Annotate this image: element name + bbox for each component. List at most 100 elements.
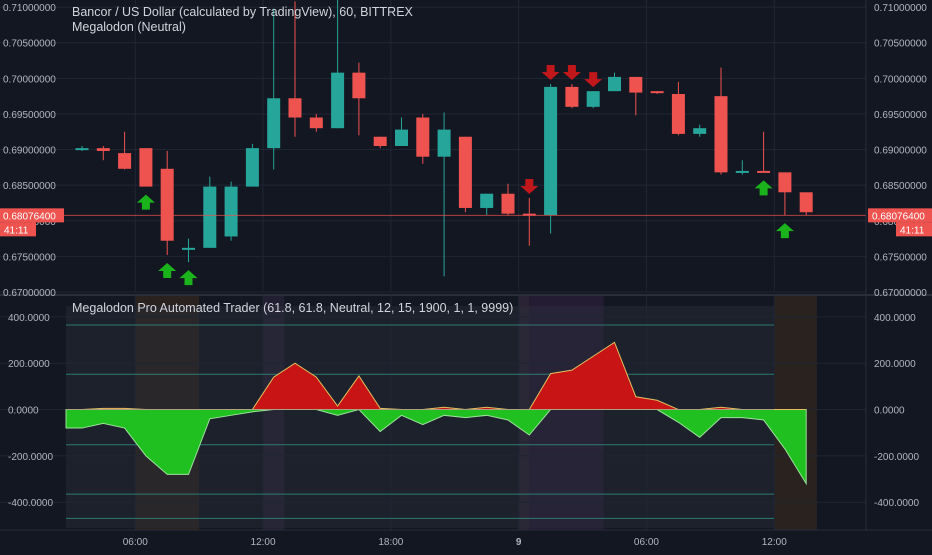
candles bbox=[75, 0, 813, 277]
sell-arrow-icon bbox=[562, 65, 581, 81]
osc-tick-label: -200.0000 bbox=[8, 452, 53, 463]
candle-body bbox=[118, 153, 132, 169]
sell-arrow-icon bbox=[541, 65, 560, 81]
candle-body bbox=[629, 76, 643, 93]
price-tick-label: 0.69000000 bbox=[3, 146, 56, 157]
candle-body bbox=[160, 168, 174, 241]
price-axis-left[interactable]: 0.71000000 0.70500000 0.70000000 0.69500000… bbox=[3, 3, 56, 299]
chart-subtitle: Megalodon (Neutral) bbox=[72, 20, 186, 34]
osc-tick-label: -200.0000 bbox=[874, 452, 919, 463]
time-tick-label: 18:00 bbox=[378, 537, 403, 548]
price-tick-label: 0.69500000 bbox=[3, 110, 56, 121]
candle-body bbox=[650, 91, 664, 94]
last-price-label-right: 0.68076400 41:11 bbox=[868, 208, 932, 237]
osc-tick-label: 400.0000 bbox=[874, 313, 916, 324]
osc-green-area bbox=[65, 408, 807, 486]
candle-body bbox=[735, 170, 749, 173]
sell-arrow-icon bbox=[520, 178, 539, 194]
candle-body bbox=[245, 148, 259, 187]
candle-body bbox=[96, 148, 110, 151]
candle-body bbox=[224, 186, 238, 237]
osc-axis-right[interactable]: 400.0000 200.0000 0.0000 -200.0000 -400.0000 bbox=[874, 313, 919, 509]
price-grid bbox=[0, 0, 866, 293]
sell-arrow-icon bbox=[584, 72, 603, 88]
candle-body bbox=[331, 72, 345, 129]
indicator-title: Megalodon Pro Automated Trader (61.8, 61… bbox=[72, 301, 513, 315]
candle-body bbox=[544, 86, 558, 216]
last-price-label-left: 0.68076400 41:11 bbox=[0, 208, 64, 237]
price-tick-label: 0.67500000 bbox=[874, 252, 927, 263]
candle-body bbox=[352, 72, 366, 99]
candle-body bbox=[608, 76, 621, 92]
price-tick-label: 0.71000000 bbox=[3, 3, 56, 14]
candle-body bbox=[182, 247, 195, 250]
candle-body bbox=[309, 117, 323, 129]
buy-arrow-icon bbox=[136, 194, 155, 210]
osc-tick-label: 200.0000 bbox=[874, 359, 916, 370]
price-tick-label: 0.70000000 bbox=[3, 74, 56, 85]
time-tick-label: 9 bbox=[516, 537, 522, 548]
time-tick-label: 12:00 bbox=[762, 537, 787, 548]
signal-arrows bbox=[136, 65, 794, 286]
indicator-pane[interactable] bbox=[0, 296, 866, 530]
osc-axis-left[interactable]: 400.0000 200.0000 0.0000 -200.0000 -400.0000 bbox=[8, 313, 53, 509]
countdown-text-right: 41:11 bbox=[900, 225, 925, 236]
osc-tick-label: 200.0000 bbox=[8, 359, 50, 370]
candle-body bbox=[288, 98, 302, 118]
price-tick-label: 0.70000000 bbox=[874, 74, 927, 85]
last-price-text-right: 0.68076400 bbox=[872, 211, 925, 222]
countdown-text-left: 41:11 bbox=[4, 225, 29, 236]
candle-body bbox=[522, 213, 536, 216]
chart-title: Bancor / US Dollar (calculated by Tradin… bbox=[72, 5, 414, 19]
candle-body bbox=[501, 193, 515, 214]
price-pane[interactable] bbox=[0, 0, 866, 293]
osc-areas bbox=[65, 341, 807, 486]
price-tick-label: 0.67000000 bbox=[874, 288, 927, 299]
time-tick-label: 06:00 bbox=[123, 537, 148, 548]
candle-body bbox=[693, 128, 707, 134]
price-tick-label: 0.70500000 bbox=[874, 39, 927, 50]
candle-body bbox=[799, 192, 813, 213]
candle-body bbox=[671, 94, 685, 134]
candle-body bbox=[778, 172, 792, 193]
price-tick-label: 0.69500000 bbox=[874, 110, 927, 121]
time-tick-label: 06:00 bbox=[634, 537, 659, 548]
candle-body bbox=[203, 186, 217, 248]
price-tick-label: 0.67500000 bbox=[3, 252, 56, 263]
candle-body bbox=[416, 117, 430, 157]
osc-tick-label: 0.0000 bbox=[874, 406, 905, 417]
time-tick-label: 12:00 bbox=[251, 537, 276, 548]
candle-body bbox=[75, 148, 89, 151]
price-tick-label: 0.70500000 bbox=[3, 39, 56, 50]
buy-arrow-icon bbox=[754, 180, 773, 196]
buy-arrow-icon bbox=[179, 270, 198, 286]
osc-tick-label: 400.0000 bbox=[8, 313, 50, 324]
candle-body bbox=[437, 129, 451, 157]
candle-body bbox=[139, 148, 153, 187]
price-tick-label: 0.68500000 bbox=[3, 181, 56, 192]
candle-body bbox=[586, 91, 600, 107]
buy-arrow-icon bbox=[775, 223, 794, 239]
price-tick-label: 0.67000000 bbox=[3, 288, 56, 299]
candle-body bbox=[565, 86, 579, 107]
osc-band-lines bbox=[66, 324, 774, 519]
candle-body bbox=[757, 170, 771, 173]
price-tick-label: 0.71000000 bbox=[874, 3, 927, 14]
osc-tick-label: 0.0000 bbox=[8, 406, 39, 417]
time-axis[interactable]: 06:00 12:00 18:00 9 06:00 12:00 bbox=[123, 537, 787, 548]
price-axis-right[interactable]: 0.71000000 0.70500000 0.70000000 0.69500000… bbox=[874, 3, 927, 299]
candle-body bbox=[458, 136, 472, 208]
osc-tick-label: -400.0000 bbox=[874, 498, 919, 509]
highlight-zone bbox=[263, 296, 285, 530]
candle-body bbox=[480, 193, 494, 208]
price-tick-label: 0.68500000 bbox=[874, 181, 927, 192]
last-price-text-left: 0.68076400 bbox=[3, 211, 56, 222]
buy-arrow-icon bbox=[158, 262, 177, 278]
candle-body bbox=[395, 129, 408, 146]
candle-body bbox=[373, 136, 387, 146]
price-tick-label: 0.69000000 bbox=[874, 146, 927, 157]
osc-tick-label: -400.0000 bbox=[8, 498, 53, 509]
candle-body bbox=[714, 96, 728, 173]
